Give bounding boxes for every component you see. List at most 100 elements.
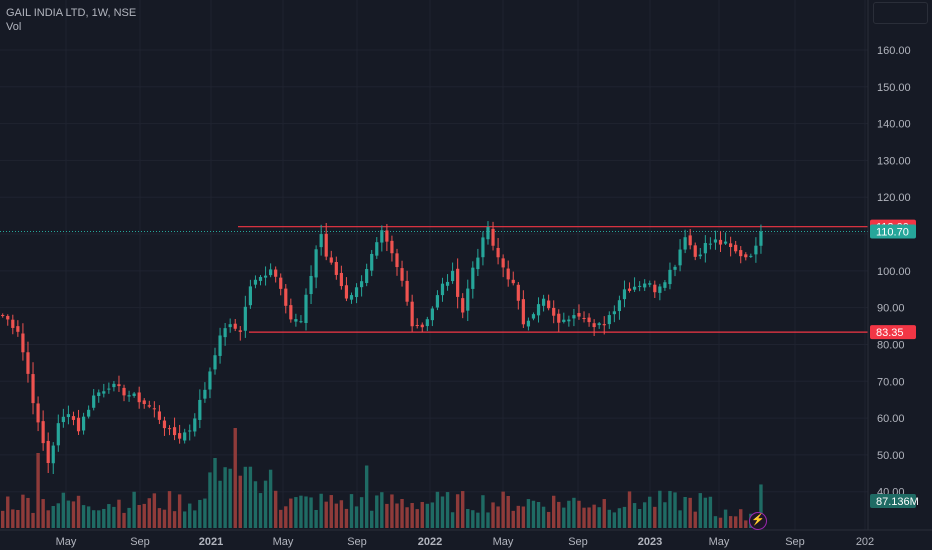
candle-body [471,267,475,289]
candle-body [66,414,71,418]
volume-bar [455,494,460,528]
candle-body [314,249,318,278]
volume-bar [21,494,25,528]
candle-body [122,387,126,396]
candle-body [309,275,313,295]
candle-body [703,243,707,254]
candle-body [607,315,611,325]
candle-body [597,323,601,326]
candle-body [178,433,182,439]
candle-body [137,392,141,403]
volume-bar [36,453,40,528]
candle-body [587,317,591,323]
volume-bar [425,503,430,528]
y-tick-label: 70.00 [877,376,905,388]
volume-bar [243,466,248,528]
candle-body [708,243,712,245]
volume-bar [380,492,384,528]
candle-body [289,305,293,320]
volume-bar [663,502,667,528]
corner-box[interactable] [873,2,928,24]
volume-bar [273,490,278,528]
y-tick-label: 90.00 [877,303,905,315]
candle-body [481,237,485,258]
volume-bar [658,490,662,528]
x-tick-label: Sep [347,536,367,548]
y-tick-label: 50.00 [877,450,905,462]
volume-bar [329,495,333,528]
x-tick-label: May [493,536,514,548]
volume-bar [602,499,606,528]
candle-body [744,254,748,258]
candle-body [612,311,616,315]
candle-body [739,250,743,257]
volume-bar [385,503,389,528]
candle-body [648,283,652,285]
volume-bar [572,497,576,528]
volume-bar [31,512,35,528]
candle-body [688,235,692,246]
volume-bar [678,510,682,528]
candle-body [263,275,268,278]
candle-body [552,307,556,316]
candle-body [152,408,156,410]
candle-body [410,301,414,327]
volume-bar [688,497,692,528]
candle-body [97,392,101,396]
candle-body [360,281,364,288]
volume-bar [567,500,571,528]
volume-bar [415,509,419,528]
volume-bar [693,511,697,528]
volume-bar [632,503,637,528]
candle-body [395,253,399,268]
volume-bar [476,512,480,528]
volume-bar [486,512,490,528]
candle-body [476,257,480,270]
volume-bar [122,512,126,528]
candle-body [754,245,758,255]
volume-bar [107,504,111,528]
volume-bar [294,497,298,528]
volume-bar [71,501,76,528]
candle-body [456,268,460,297]
volume-bar [607,509,611,528]
candle-body [71,416,76,420]
volume-bar [546,511,551,528]
volume-bar [152,493,157,528]
candle-body [248,286,252,306]
candle-body [253,279,258,285]
candle-body [112,383,116,388]
candle-body [506,268,510,280]
volume-bar [11,509,15,528]
candle-body [132,393,136,396]
volume-bar [26,497,30,528]
candle-body [592,323,596,328]
candle-body [41,421,45,444]
candle-body [516,284,520,301]
volume-bar [253,481,258,528]
candle-body [183,432,187,441]
volume-bar [541,506,546,528]
candle-body [193,418,197,432]
volume-indicator-label: Vol [6,21,22,33]
candle-body [461,298,465,313]
volume-bar [703,497,708,528]
price-tag-level-low-bg [870,325,916,340]
candle-body [228,324,232,328]
candle-body [26,352,30,374]
candle-body [339,272,343,287]
time-axis [0,530,932,550]
y-tick-label: 60.00 [877,413,905,425]
candle-body [172,427,177,436]
y-tick-label: 130.00 [877,155,911,167]
candle-body [218,335,222,356]
volume-bar [557,501,561,528]
volume-bar [744,520,748,528]
candle-body [329,257,333,263]
volume-bar [400,499,404,528]
candle-body [653,284,657,293]
lightning-icon[interactable]: ⚡ [749,512,767,530]
candle-body [299,321,303,323]
volume-bar [370,510,374,528]
